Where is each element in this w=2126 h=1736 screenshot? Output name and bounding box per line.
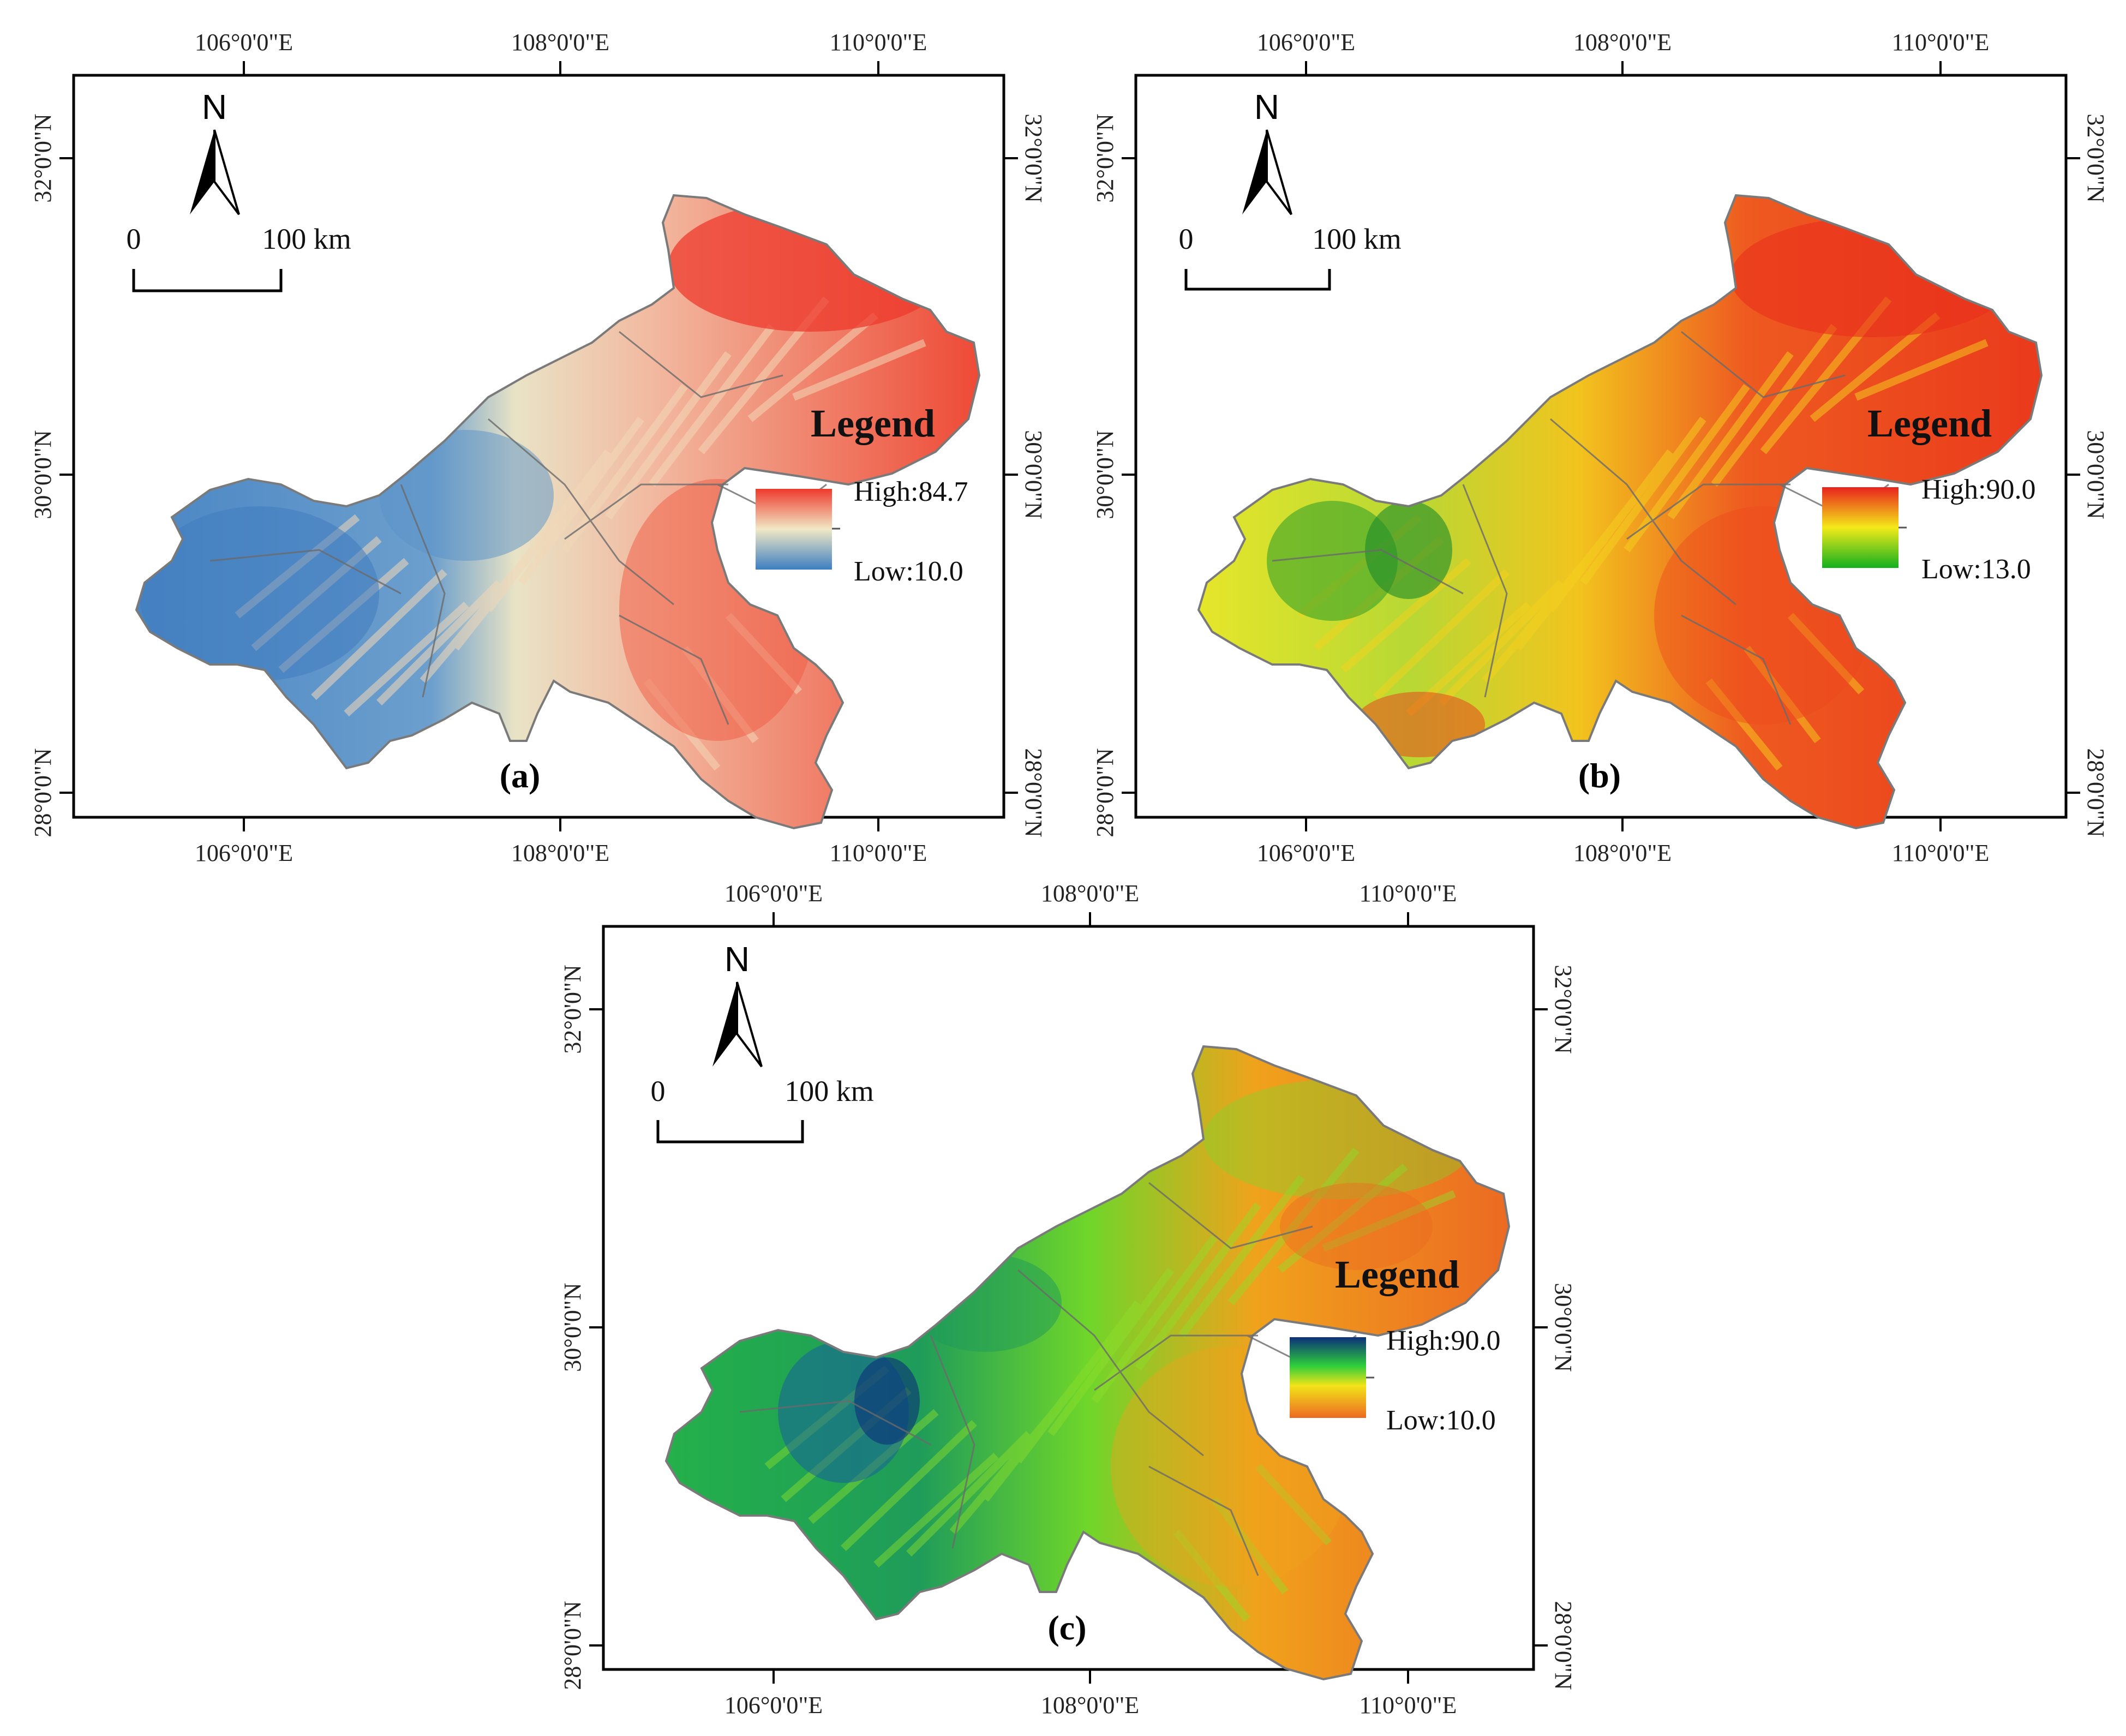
coordinate-labels: 106°0'0"E 108°0'0"E 110°0'0"E 106°0'0"E … bbox=[1092, 29, 2109, 866]
legend: Legend High:90.0 Low:13.0 bbox=[1822, 402, 2035, 585]
svg-text:28°0'0"N: 28°0'0"N bbox=[559, 1601, 586, 1690]
map-frame bbox=[602, 925, 1535, 1671]
scale-label: 100 km bbox=[262, 223, 351, 255]
legend-low: Low:10.0 bbox=[854, 556, 963, 587]
panel-c: N 0 100 km Legend High:90.0 Low:10.0 (c)… bbox=[559, 880, 1577, 1719]
north-label: N bbox=[1254, 87, 1279, 127]
svg-text:28°0'0"N: 28°0'0"N bbox=[2082, 748, 2109, 837]
svg-text:110°0'0"E: 110°0'0"E bbox=[1892, 840, 1990, 866]
svg-text:30°0'0"N: 30°0'0"N bbox=[29, 430, 56, 519]
svg-text:108°0'0"E: 108°0'0"E bbox=[511, 840, 609, 866]
svg-text:28°0'0"N: 28°0'0"N bbox=[1092, 748, 1118, 837]
north-label: N bbox=[724, 939, 750, 979]
svg-text:106°0'0"E: 106°0'0"E bbox=[724, 880, 823, 907]
panel-label: (c) bbox=[1047, 1608, 1086, 1647]
svg-text:28°0'0"N: 28°0'0"N bbox=[1020, 748, 1047, 837]
svg-text:106°0'0"E: 106°0'0"E bbox=[724, 1692, 823, 1719]
svg-text:108°0'0"E: 108°0'0"E bbox=[1041, 880, 1139, 907]
legend-low: Low:13.0 bbox=[1921, 554, 2031, 585]
scale-label: 100 km bbox=[784, 1075, 874, 1108]
svg-text:30°0'0"N: 30°0'0"N bbox=[1550, 1283, 1577, 1372]
panel-label: (a) bbox=[500, 756, 541, 795]
svg-text:108°0'0"E: 108°0'0"E bbox=[1573, 29, 1672, 56]
svg-text:32°0'0"N: 32°0'0"N bbox=[29, 113, 56, 202]
scale-label: 100 km bbox=[1312, 223, 1402, 255]
coordinate-labels: 106°0'0"E 108°0'0"E 110°0'0"E 106°0'0"E … bbox=[559, 880, 1577, 1719]
scale-bar: 0 100 km bbox=[651, 1075, 874, 1144]
north-arrow: N bbox=[1242, 87, 1292, 215]
svg-text:32°0'0"N: 32°0'0"N bbox=[1550, 965, 1577, 1053]
svg-text:110°0'0"E: 110°0'0"E bbox=[830, 29, 927, 56]
scale-bar: 0 100 km bbox=[1179, 223, 1402, 291]
legend: Legend High:84.7 Low:10.0 bbox=[756, 402, 968, 587]
panel-a: N 0 100 km Legend High:84.7 Low:10.0 (a)… bbox=[29, 29, 1047, 866]
legend-title: Legend bbox=[1867, 402, 1992, 445]
legend-title: Legend bbox=[1335, 1253, 1459, 1296]
svg-text:110°0'0"E: 110°0'0"E bbox=[1892, 29, 1990, 56]
map-raster bbox=[135, 194, 980, 829]
svg-text:106°0'0"E: 106°0'0"E bbox=[195, 840, 293, 866]
legend-high: High:84.7 bbox=[854, 476, 968, 507]
tick-marks bbox=[589, 912, 1548, 1684]
tick-marks bbox=[59, 61, 1018, 831]
scale-zero: 0 bbox=[651, 1075, 666, 1108]
scale-bar: 0 100 km bbox=[127, 223, 351, 292]
svg-text:106°0'0"E: 106°0'0"E bbox=[1257, 29, 1355, 56]
svg-text:110°0'0"E: 110°0'0"E bbox=[830, 840, 927, 866]
map-frame bbox=[1134, 74, 2068, 819]
svg-text:106°0'0"E: 106°0'0"E bbox=[195, 29, 293, 56]
panel-label: (b) bbox=[1578, 756, 1621, 795]
svg-text:108°0'0"E: 108°0'0"E bbox=[511, 29, 609, 56]
legend-low: Low:10.0 bbox=[1386, 1405, 1496, 1436]
svg-text:30°0'0"N: 30°0'0"N bbox=[1020, 430, 1047, 519]
legend: Legend High:90.0 Low:10.0 bbox=[1290, 1253, 1500, 1436]
svg-text:32°0'0"N: 32°0'0"N bbox=[1092, 113, 1118, 202]
north-arrow: N bbox=[190, 87, 240, 215]
svg-text:28°0'0"N: 28°0'0"N bbox=[1550, 1601, 1577, 1690]
map-frame bbox=[72, 74, 1005, 819]
north-arrow: N bbox=[712, 939, 763, 1068]
north-label: N bbox=[202, 87, 227, 127]
panel-b: N 0 100 km Legend High:90.0 Low:13.0 (b)… bbox=[1092, 29, 2109, 866]
coordinate-labels: 106°0'0"E 108°0'0"E 110°0'0"E 106°0'0"E … bbox=[29, 29, 1047, 866]
svg-text:110°0'0"E: 110°0'0"E bbox=[1360, 880, 1457, 907]
legend-high: High:90.0 bbox=[1386, 1325, 1500, 1356]
scale-zero: 0 bbox=[1179, 223, 1194, 255]
svg-text:32°0'0"N: 32°0'0"N bbox=[2082, 113, 2109, 202]
tick-marks bbox=[1122, 61, 2080, 831]
scale-zero: 0 bbox=[127, 223, 141, 255]
svg-text:30°0'0"N: 30°0'0"N bbox=[559, 1283, 586, 1372]
svg-text:30°0'0"N: 30°0'0"N bbox=[1092, 430, 1118, 519]
svg-text:32°0'0"N: 32°0'0"N bbox=[1020, 113, 1047, 202]
legend-high: High:90.0 bbox=[1921, 474, 2035, 505]
legend-title: Legend bbox=[811, 402, 935, 445]
svg-text:28°0'0"N: 28°0'0"N bbox=[29, 748, 56, 837]
svg-text:110°0'0"E: 110°0'0"E bbox=[1360, 1692, 1457, 1719]
svg-text:108°0'0"E: 108°0'0"E bbox=[1041, 1692, 1139, 1719]
svg-text:108°0'0"E: 108°0'0"E bbox=[1573, 840, 1672, 866]
svg-text:30°0'0"N: 30°0'0"N bbox=[2082, 430, 2109, 519]
svg-text:32°0'0"N: 32°0'0"N bbox=[559, 965, 586, 1053]
svg-text:106°0'0"E: 106°0'0"E bbox=[1257, 840, 1355, 866]
